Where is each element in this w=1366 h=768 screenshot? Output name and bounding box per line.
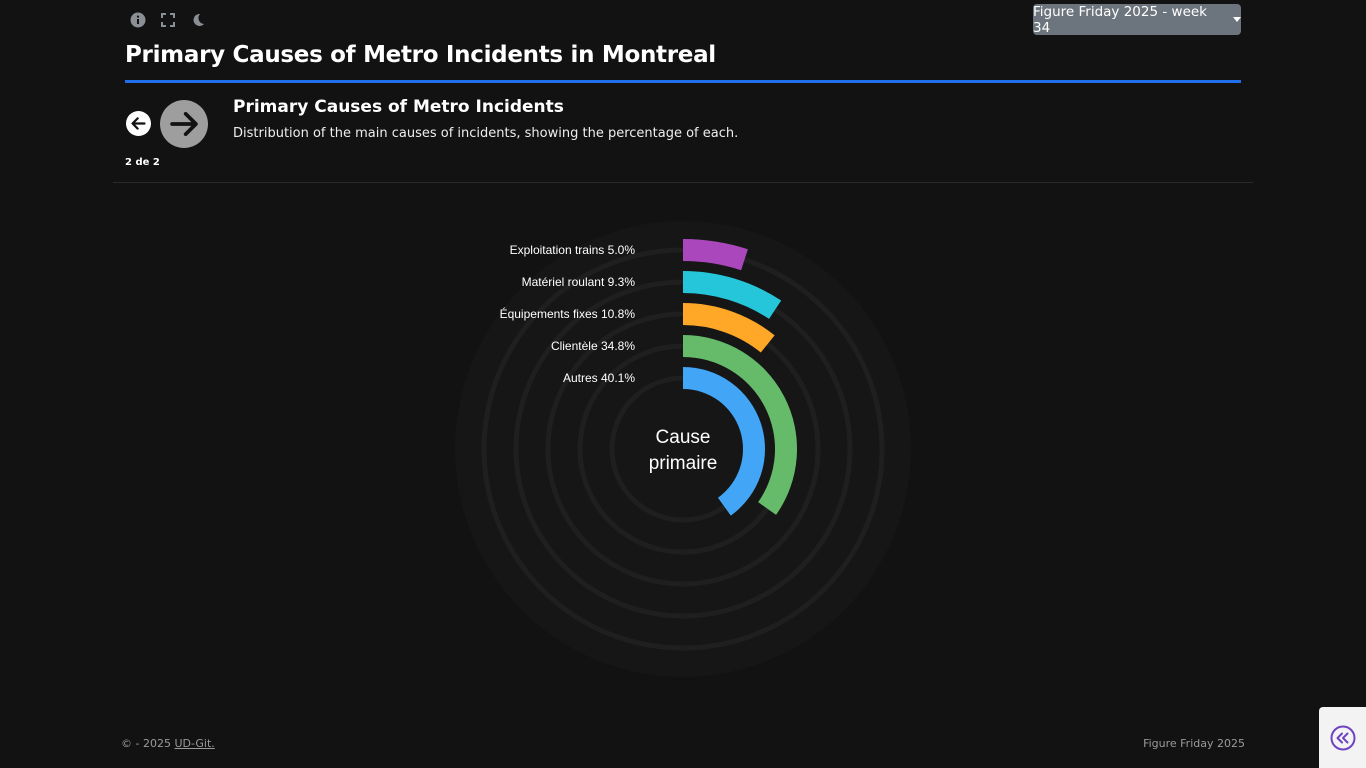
footer-copyright: © - 2025 UD-Git. (121, 737, 215, 750)
footer-right-text: Figure Friday 2025 (1143, 737, 1245, 750)
double-chevron-left-icon (1330, 725, 1355, 750)
page-title: Primary Causes of Metro Incidents in Mon… (125, 42, 716, 68)
previous-slide-button[interactable] (126, 111, 151, 136)
bar-label: Exploitation trains 5.0% (510, 243, 636, 257)
week-dropdown-label: Figure Friday 2025 - week 34 (1033, 3, 1207, 36)
arrow-left-icon (131, 117, 146, 130)
chart-background (455, 221, 911, 677)
radial-bar[interactable] (683, 271, 782, 319)
radial-bar[interactable] (683, 239, 748, 271)
sidebar-toggle-button[interactable] (1319, 707, 1366, 768)
slide-title: Primary Causes of Metro Incidents (233, 97, 564, 117)
arrow-right-icon (170, 111, 198, 137)
chart-container: Autres 40.1% Clientèle 34.8% Équipements f… (0, 183, 1366, 703)
caret-down-icon (1233, 17, 1241, 22)
ud-git-link[interactable]: UD-Git. (174, 737, 215, 750)
bar-label: Clientèle 34.8% (551, 339, 635, 353)
slide-counter: 2 de 2 (125, 157, 160, 168)
copyright-text: © - 2025 (121, 737, 171, 750)
moon-icon[interactable] (189, 11, 207, 29)
title-divider (125, 80, 1241, 83)
info-icon[interactable] (129, 11, 147, 29)
bar-label: Équipements fixes 10.8% (500, 306, 636, 321)
bar-label: Autres 40.1% (563, 371, 635, 385)
section-divider (113, 182, 1253, 183)
radial-bar[interactable] (683, 335, 798, 515)
week-dropdown-button[interactable]: Figure Friday 2025 - week 34 (1033, 3, 1241, 36)
radial-bar[interactable] (683, 367, 765, 516)
center-label-line1: Cause (656, 427, 711, 448)
radial-bar-chart: Autres 40.1% Clientèle 34.8% Équipements f… (455, 221, 911, 677)
slide-subtitle: Distribution of the main causes of incid… (233, 126, 739, 141)
radial-bar[interactable] (683, 303, 775, 353)
center-label-line2: primaire (649, 453, 718, 474)
toolbar-icons (129, 11, 207, 29)
fullscreen-icon[interactable] (159, 11, 177, 29)
next-slide-button[interactable] (160, 100, 208, 148)
bar-label: Matériel roulant 9.3% (522, 275, 636, 289)
